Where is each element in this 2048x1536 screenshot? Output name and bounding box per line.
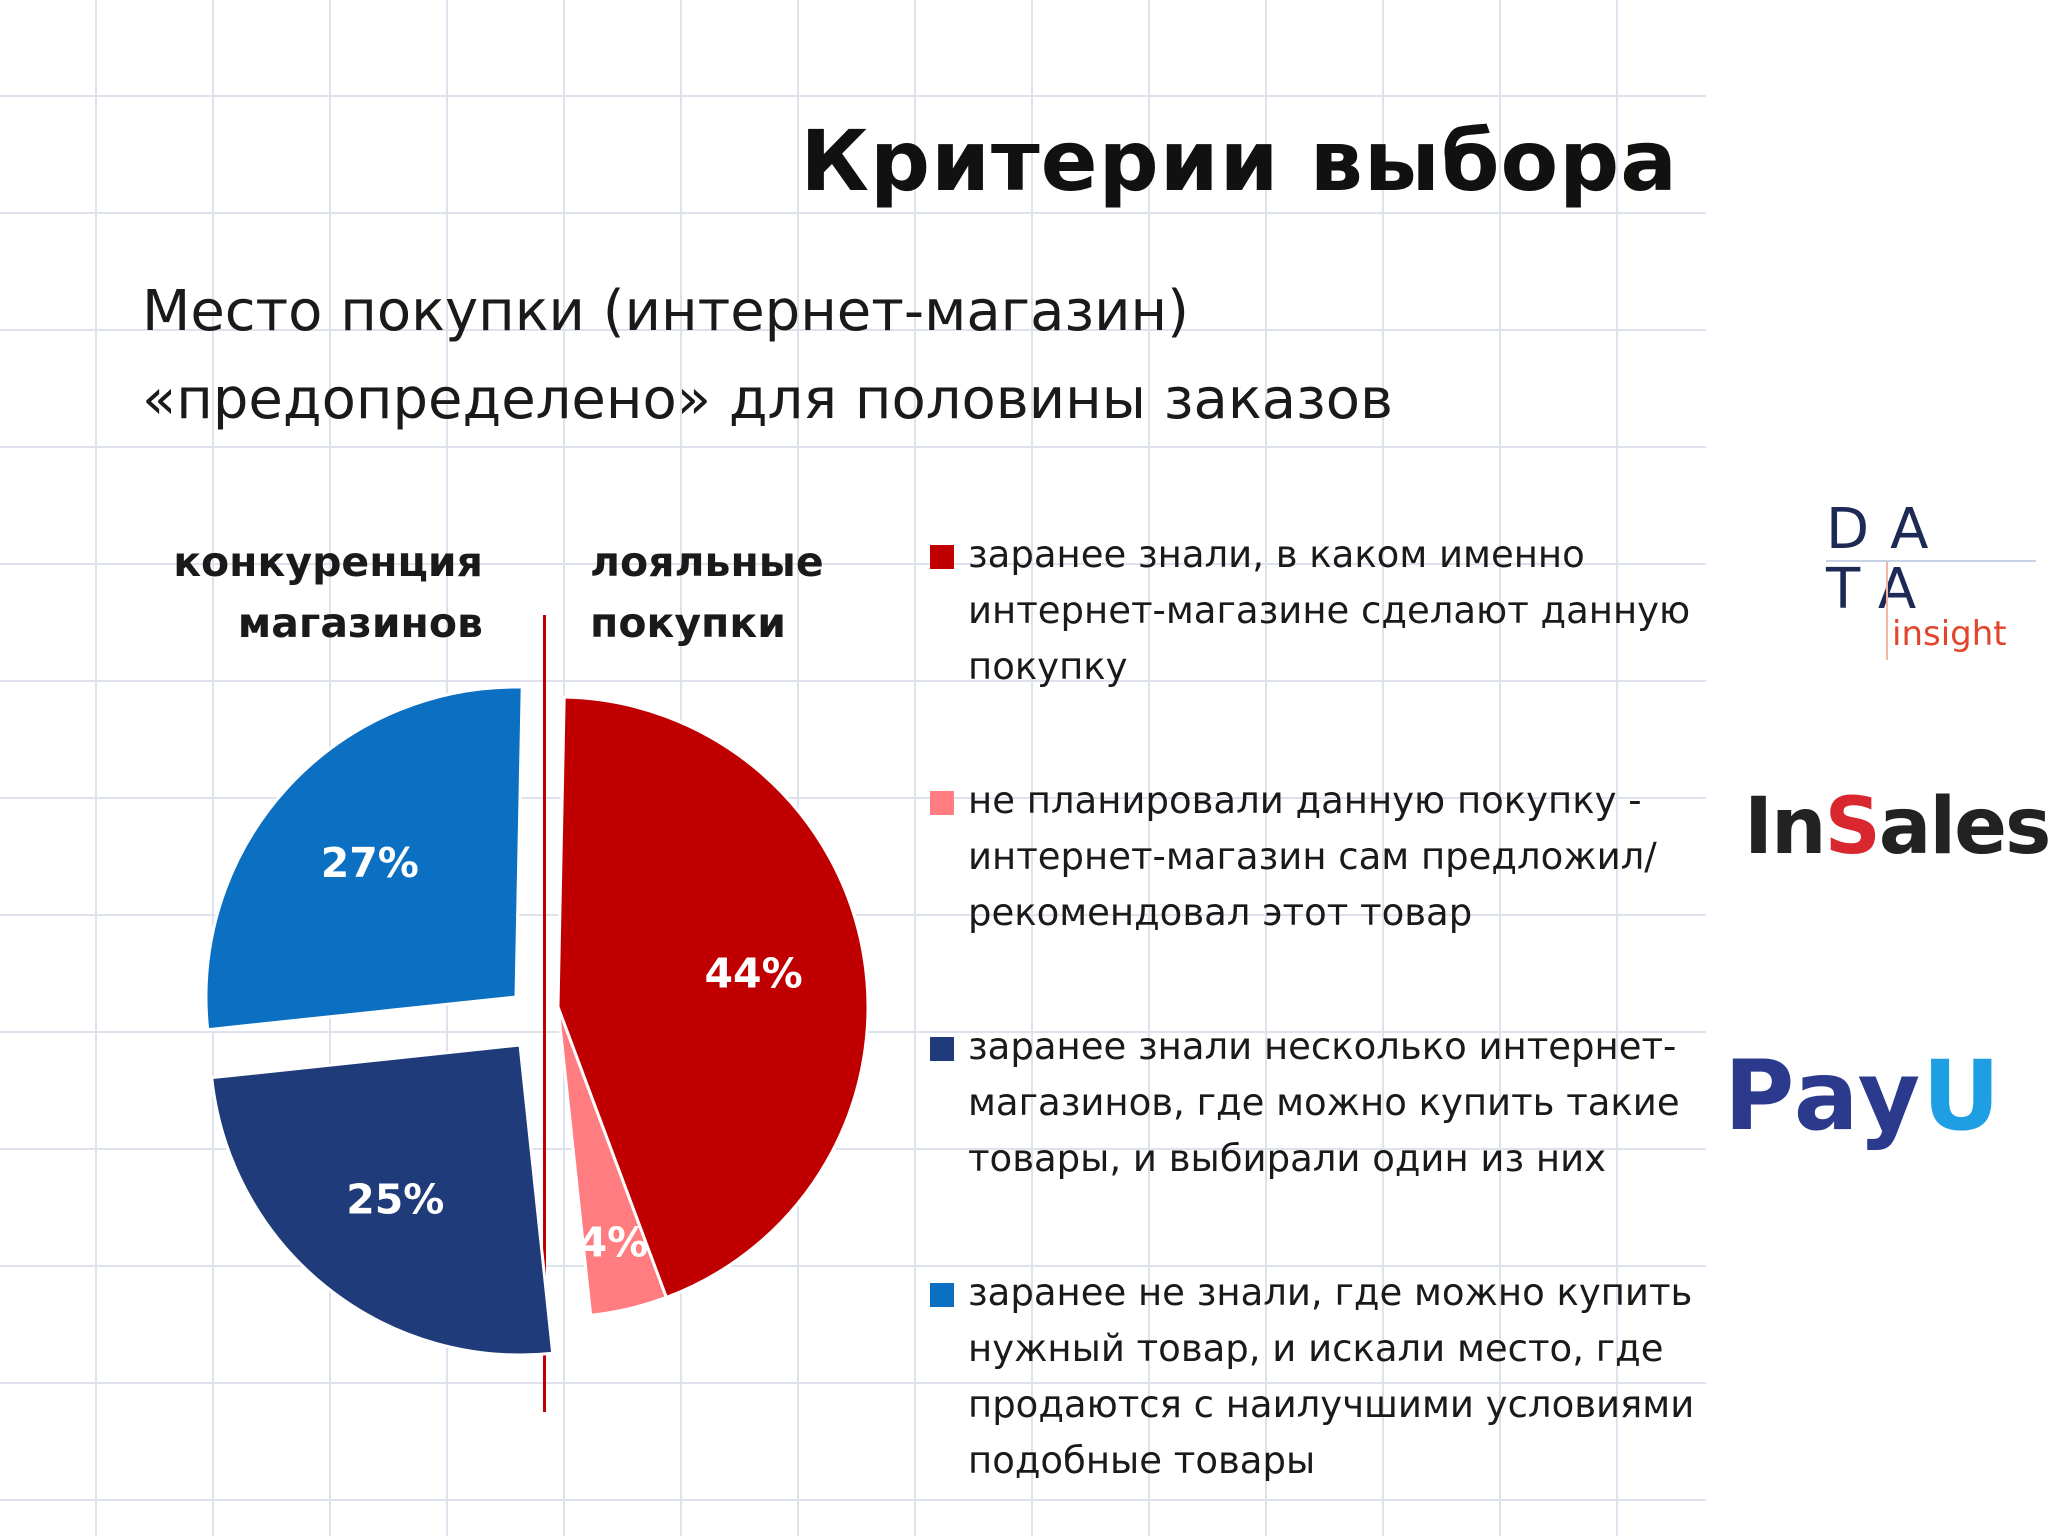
payu-logo-part-2: U	[1922, 1040, 2003, 1152]
legend-label: заранее знали, в каком именно интернет-м…	[968, 533, 1691, 688]
data-logo-divider	[1826, 560, 2036, 562]
group-label-competition-line-1: конкуренция	[173, 538, 483, 586]
legend-item-several-shops: заранее знали несколько интернет-магазин…	[928, 1019, 1708, 1187]
legend-item-known-shop: заранее знали, в каком именно интернет-м…	[928, 527, 1708, 695]
group-label-competition-line-2: магазинов	[237, 599, 483, 647]
payu-logo-part-1: Pay	[1724, 1040, 1923, 1152]
insales-logo-part-3: ales	[1878, 782, 2048, 872]
legend-swatch	[930, 791, 954, 815]
pie-slice-several-shops	[210, 1043, 555, 1357]
legend-label: не планировали данную покупку - интернет…	[968, 779, 1657, 934]
insales-logo-part-2: S	[1824, 782, 1881, 872]
pie-slice-searched	[204, 685, 524, 1032]
subtitle: Место покупки (интернет-магазин) «предоп…	[142, 268, 1393, 444]
legend-label: заранее не знали, где можно купить нужны…	[968, 1271, 1695, 1482]
group-label-loyal: лояльные покупки	[590, 532, 824, 654]
pie-data-label: 25%	[346, 1175, 444, 1223]
pie-slice-known-shop	[556, 695, 870, 1300]
legend-item-unplanned: не планировали данную покупку - интернет…	[928, 773, 1708, 941]
data-logo-row-2: TA	[1826, 557, 1939, 622]
pie-data-label: 4%	[579, 1218, 649, 1266]
subtitle-line-1: Место покупки (интернет-магазин)	[142, 279, 1190, 344]
insales-logo-part-1: In	[1744, 782, 1827, 872]
data-logo-row-1: DA	[1826, 497, 1951, 562]
legend-label: заранее знали несколько интернет-магазин…	[968, 1025, 1680, 1180]
pie-data-label: 27%	[321, 839, 419, 887]
insales-logo: InSales	[1744, 782, 2048, 872]
data-insight-logo: DA TA insight	[1826, 500, 2036, 665]
page-title: Критерии выбора	[800, 112, 1678, 210]
legend-swatch	[930, 1283, 954, 1307]
background-grid	[0, 0, 1706, 1536]
pie-slice-unplanned	[556, 1006, 669, 1317]
group-label-competition: конкуренция магазинов	[173, 532, 483, 654]
group-label-loyal-line-2: покупки	[590, 599, 786, 647]
payu-logo: PayU	[1724, 1040, 2002, 1152]
group-label-loyal-line-1: лояльные	[590, 538, 824, 586]
subtitle-line-2: «предопределено» для половины заказов	[142, 367, 1394, 432]
legend-item-searched: заранее не знали, где можно купить нужны…	[928, 1265, 1708, 1489]
pie-data-label: 44%	[705, 950, 803, 998]
data-logo-insight: insight	[1892, 614, 2007, 654]
group-divider-line	[543, 615, 546, 1412]
legend-swatch	[930, 545, 954, 569]
legend-swatch	[930, 1037, 954, 1061]
chart-legend: заранее знали, в каком именно интернет-м…	[928, 527, 1708, 1489]
data-logo-accent	[1886, 562, 1888, 660]
